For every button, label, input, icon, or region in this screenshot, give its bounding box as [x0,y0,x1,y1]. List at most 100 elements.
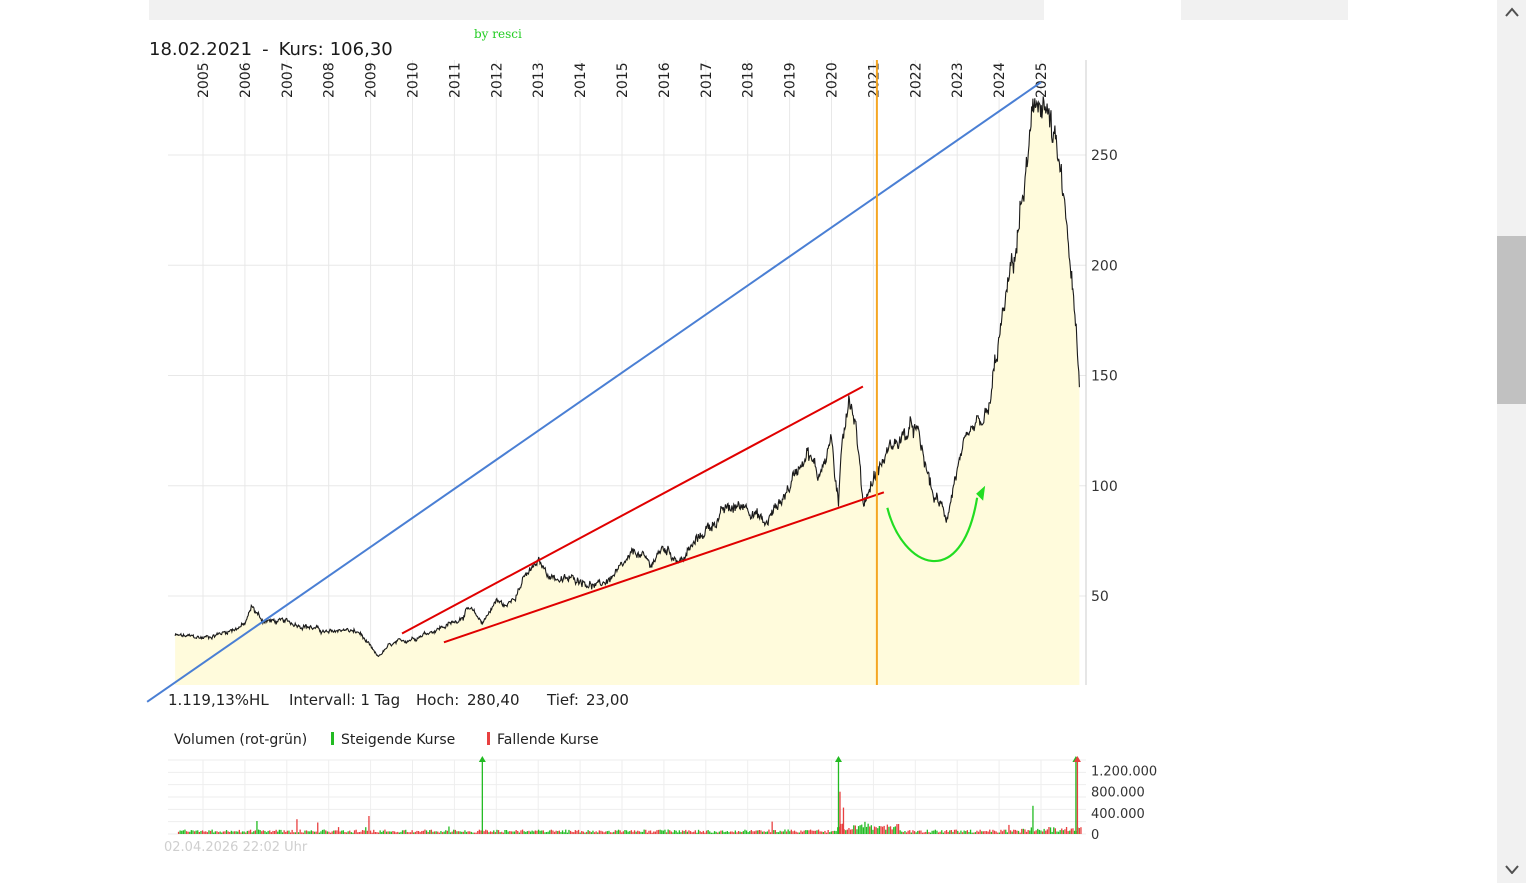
year-tick-label: 2007 [280,62,296,98]
volume-bar [550,829,552,834]
stat-interval: Intervall: 1 Tag [289,691,400,709]
volume-bar [1019,832,1021,834]
volume-bar [358,832,360,834]
volume-bar [734,830,736,834]
volume-bar [913,831,916,834]
volume-bar [1059,830,1061,834]
scroll-down-button[interactable] [1497,857,1526,883]
recovery-arrowhead [976,485,986,501]
volume-bar [269,830,271,834]
volume-bar [265,832,268,834]
volume-bar [726,831,728,834]
volume-bar [515,830,517,834]
volume-bar [984,831,986,834]
vertical-scrollbar[interactable] [1497,0,1526,883]
volume-bar [758,830,760,834]
volume-bar [277,831,279,834]
volume-bar [747,832,749,834]
volume-bar [673,830,676,834]
volume-bar [225,830,228,834]
stats-row: 1.119,13%HL Intervall: 1 Tag Hoch: 280,4… [168,691,629,709]
red-trendline [443,491,885,644]
volume-bar [286,830,288,834]
volume-bar [745,830,748,834]
volume-title: Volumen (rot-grün) [174,732,307,748]
volume-bar [337,827,340,834]
header-date: 18.02.2021 [149,39,252,60]
volume-bar [942,832,944,834]
volume-bar [475,832,477,834]
volume-bar [723,832,725,834]
volume-bar [1056,831,1058,834]
volume-bar [245,832,247,834]
volume-bar [889,826,892,834]
volume-bar [614,830,616,834]
volume-bar [465,831,468,834]
volume-bar [960,830,962,834]
volume-bar [646,832,648,834]
volume-bar [848,828,850,834]
volume-bar [219,831,221,834]
volume-bar [573,832,575,834]
volume-bar [323,829,325,834]
volume-bar [744,829,746,834]
volume-bar [683,831,685,834]
volume-bar [496,829,498,834]
volume-bar [741,832,743,834]
volume-bar [509,831,511,834]
volume-bar [224,831,226,834]
volume-bar [437,831,439,834]
volume-bar [958,832,960,834]
volume-bar [873,826,876,834]
chevron-down-icon [1504,865,1519,874]
volume-bar [576,830,578,834]
volume-bar [961,832,964,834]
volume-bar [688,830,690,834]
volume-bar [401,830,404,834]
volume-bar [963,830,965,834]
volume-bar [502,832,504,834]
volume-bar [1024,829,1026,834]
volume-bar [1054,828,1056,834]
red-trendline [401,385,864,635]
volume-bar [733,832,735,834]
volume-bar [781,831,783,834]
volume-bar [177,831,180,834]
volume-bar [310,830,312,834]
volume-bar [381,832,383,834]
volume-bar [955,829,957,834]
volume-bar [529,831,532,834]
volume-bar [505,830,508,834]
volume-bar [254,830,256,834]
volume-bar [878,826,880,834]
volume-bar [571,831,573,834]
year-tick-label: 2020 [825,62,841,98]
scroll-up-button[interactable] [1497,0,1526,26]
volume-bar [849,829,852,834]
volume-clip-marker [1073,756,1081,762]
volume-bar [425,830,428,834]
stat-performance: 1.119,13%HL [168,691,269,709]
volume-bar [392,831,394,834]
volume-tick-label: 800.000 [1091,786,1145,801]
volume-bar [395,832,397,834]
volume-bar [881,826,884,834]
volume-bar [366,830,368,834]
volume-bar [486,830,488,834]
volume-bar [969,829,972,834]
volume-bar [296,819,298,834]
volume-bar [365,827,367,834]
volume-bar [513,831,516,834]
volume-bar [867,823,869,834]
volume-bar [211,829,213,834]
volume-bar [779,830,781,834]
volume-bar [261,831,263,834]
volume-bar [339,831,341,834]
scrollbar-thumb[interactable] [1497,236,1526,404]
volume-bar [787,829,789,834]
volume-bar [280,829,282,834]
volume-bar [774,830,776,834]
volume-bar [1067,831,1069,834]
volume-bar [659,829,661,834]
volume-bar [840,823,842,834]
